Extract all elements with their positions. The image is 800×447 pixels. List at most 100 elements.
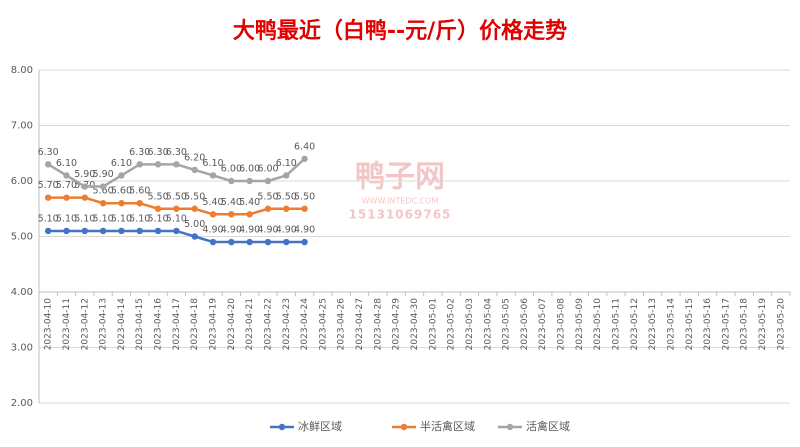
x-tick-label: 2023-04-10: [44, 298, 54, 351]
data-point: [154, 205, 162, 212]
x-tick-label: 2023-04-14: [117, 298, 127, 351]
legend-label: 冰鲜区域: [298, 419, 342, 433]
data-label: 5.50: [166, 191, 187, 202]
data-point: [264, 205, 272, 212]
y-tick-label: 3.00: [11, 343, 33, 354]
data-label: 6.30: [129, 147, 150, 158]
y-tick-label: 4.00: [11, 287, 33, 298]
data-label: 6.30: [38, 147, 59, 158]
data-point: [118, 172, 125, 179]
data-label: 5.50: [184, 191, 205, 202]
data-point: [246, 211, 253, 218]
data-label: 5.50: [257, 191, 278, 202]
data-point: [118, 227, 125, 235]
data-point: [63, 194, 70, 201]
y-tick-label: 6.00: [11, 176, 33, 187]
data-label: 5.60: [129, 186, 150, 197]
legend-label: 活禽区域: [526, 419, 570, 433]
data-label: 6.10: [276, 158, 297, 169]
x-tick-label: 2023-05-18: [740, 298, 750, 351]
data-point: [283, 205, 290, 212]
x-tick-label: 2023-05-14: [666, 298, 676, 351]
data-point: [301, 238, 308, 246]
data-point: [136, 161, 143, 168]
data-point: [246, 177, 253, 185]
legend-label: 半活禽区域: [420, 419, 475, 433]
watermark: 鸭子网 WWW.INTEDC.COM 15131069765: [349, 160, 451, 222]
data-point: [209, 211, 217, 218]
data-point: [63, 227, 70, 235]
y-tick-label: 2.00: [11, 398, 33, 409]
x-tick-label: 2023-04-22: [263, 298, 273, 350]
x-tick-label: 2023-05-07: [538, 298, 548, 350]
data-point: [173, 227, 180, 235]
data-label: 5.50: [294, 191, 315, 202]
data-label: 5.70: [56, 180, 77, 191]
x-tick-label: 2023-05-05: [502, 298, 512, 350]
x-tick-label: 2023-04-18: [190, 298, 200, 351]
data-point: [209, 172, 217, 179]
data-label: 5.50: [147, 191, 168, 202]
x-tick-label: 2023-05-03: [465, 298, 475, 350]
y-tick-label: 8.00: [11, 65, 33, 76]
x-tick-label: 2023-04-29: [392, 298, 402, 351]
x-tick-label: 2023-04-24: [300, 298, 310, 351]
data-label: 5.90: [74, 169, 95, 180]
data-label: 5.10: [147, 213, 168, 224]
data-label: 6.30: [147, 147, 168, 158]
data-label: 6.00: [257, 164, 278, 175]
data-label: 6.00: [239, 164, 260, 175]
data-label: 5.90: [93, 169, 114, 180]
data-label: 4.90: [202, 225, 223, 236]
x-tick-label: 2023-05-01: [428, 298, 438, 350]
data-point: [209, 238, 217, 246]
data-label: 5.10: [129, 213, 150, 224]
data-point: [228, 177, 235, 185]
data-label: 5.70: [38, 180, 59, 191]
x-tick-label: 2023-05-19: [758, 298, 768, 351]
x-tick-label: 2023-04-16: [154, 298, 164, 351]
data-label: 5.00: [184, 219, 205, 230]
data-point: [44, 227, 52, 235]
data-point: [136, 200, 143, 207]
data-label: 6.40: [294, 141, 315, 152]
data-label: 6.30: [166, 147, 187, 158]
data-point: [81, 183, 88, 190]
data-label: 6.10: [111, 158, 132, 169]
x-tick-label: 2023-05-08: [557, 298, 567, 351]
data-point: [228, 238, 235, 246]
data-point: [283, 172, 290, 179]
x-tick-label: 2023-04-12: [80, 298, 90, 350]
x-tick-label: 2023-05-10: [593, 298, 603, 351]
x-tick-label: 2023-05-20: [776, 298, 786, 351]
x-tick-label: 2023-04-11: [62, 298, 72, 350]
data-label: 5.40: [239, 197, 260, 208]
watermark-url: WWW.INTEDC.COM: [362, 197, 439, 206]
x-tick-label: 2023-04-26: [337, 298, 347, 351]
data-label: 5.50: [276, 191, 297, 202]
x-tick-label: 2023-05-15: [685, 298, 695, 350]
data-point: [191, 205, 198, 212]
data-point: [81, 194, 88, 201]
x-tick-label: 2023-04-25: [318, 298, 328, 350]
x-tick-label: 2023-05-06: [520, 298, 530, 351]
x-tick-label: 2023-04-27: [355, 298, 365, 350]
x-tick-label: 2023-04-23: [282, 298, 292, 350]
data-label: 4.90: [257, 225, 278, 236]
x-tick-label: 2023-05-12: [630, 298, 640, 350]
data-point: [301, 155, 308, 162]
data-label: 5.10: [38, 213, 59, 224]
data-point: [264, 177, 272, 185]
data-label: 6.10: [202, 158, 223, 169]
x-tick-label: 2023-05-17: [721, 298, 731, 350]
x-tick-label: 2023-05-13: [648, 298, 658, 350]
data-point: [154, 227, 162, 235]
data-label: 5.40: [221, 197, 242, 208]
data-label: 4.90: [239, 225, 260, 236]
legend-marker: [278, 423, 286, 431]
data-point: [173, 161, 180, 168]
data-label: 4.90: [276, 225, 297, 236]
data-label: 5.60: [111, 186, 132, 197]
data-label: 5.10: [166, 213, 187, 224]
